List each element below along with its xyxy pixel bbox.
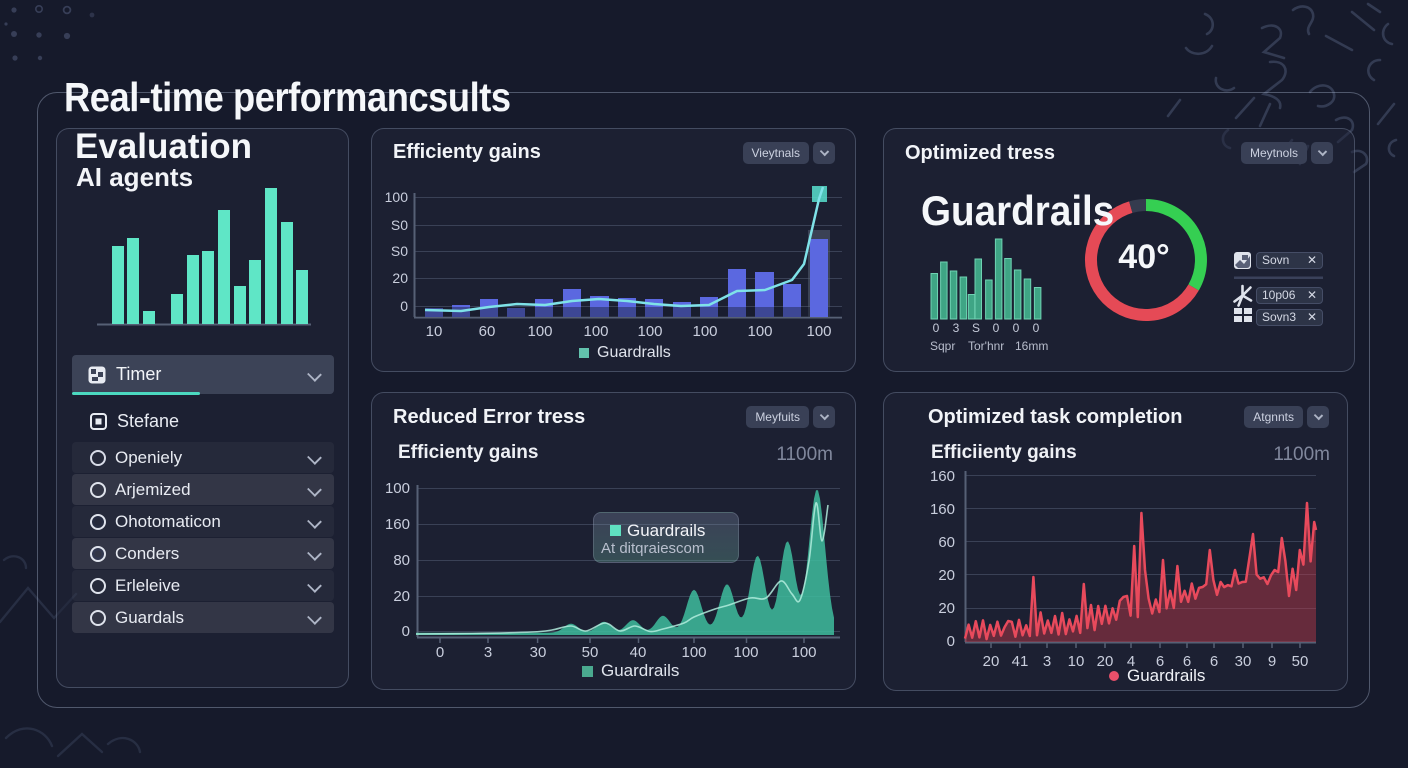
svg-text:40°: 40° xyxy=(1118,238,1169,276)
svg-text:50: 50 xyxy=(1292,653,1309,670)
svg-text:Sqpr: Sqpr xyxy=(930,339,955,353)
svg-text:100: 100 xyxy=(806,323,831,340)
svg-text:100: 100 xyxy=(681,644,706,661)
svg-text:6: 6 xyxy=(1183,653,1191,670)
svg-text:100: 100 xyxy=(747,323,772,340)
svg-text:100: 100 xyxy=(385,480,410,497)
svg-text:0: 0 xyxy=(400,298,408,314)
svg-text:3: 3 xyxy=(484,644,492,661)
svg-text:16mm: 16mm xyxy=(1015,339,1048,353)
svg-text:0: 0 xyxy=(993,321,1000,335)
svg-text:20: 20 xyxy=(393,588,410,605)
svg-text:S0: S0 xyxy=(391,243,408,259)
svg-text:10: 10 xyxy=(426,323,443,340)
svg-text:20: 20 xyxy=(983,653,1000,670)
svg-text:3: 3 xyxy=(1043,653,1051,670)
svg-text:60: 60 xyxy=(938,534,955,551)
svg-text:80: 80 xyxy=(393,552,410,569)
svg-text:100: 100 xyxy=(527,323,552,340)
svg-text:3: 3 xyxy=(953,321,960,335)
svg-text:4: 4 xyxy=(1127,653,1135,670)
svg-text:41: 41 xyxy=(1012,653,1029,670)
svg-text:6: 6 xyxy=(1156,653,1164,670)
svg-text:0: 0 xyxy=(947,633,955,650)
svg-text:20: 20 xyxy=(1097,653,1114,670)
svg-text:160: 160 xyxy=(930,468,955,485)
svg-text:160: 160 xyxy=(930,501,955,518)
svg-text:50: 50 xyxy=(582,644,599,661)
svg-text:40: 40 xyxy=(630,644,647,661)
svg-text:Tor'hnr: Tor'hnr xyxy=(968,339,1004,353)
svg-text:9: 9 xyxy=(1268,653,1276,670)
svg-text:6: 6 xyxy=(1210,653,1218,670)
svg-text:0: 0 xyxy=(436,644,444,661)
svg-text:100: 100 xyxy=(385,189,409,205)
svg-text:S: S xyxy=(972,321,980,335)
svg-text:0: 0 xyxy=(933,321,940,335)
svg-text:0: 0 xyxy=(402,623,410,640)
svg-text:100: 100 xyxy=(733,644,758,661)
svg-text:20: 20 xyxy=(392,270,408,286)
svg-text:0: 0 xyxy=(1033,321,1040,335)
svg-text:S0: S0 xyxy=(391,217,408,233)
svg-text:100: 100 xyxy=(692,323,717,340)
svg-text:20: 20 xyxy=(938,567,955,584)
svg-text:100: 100 xyxy=(637,323,662,340)
svg-text:30: 30 xyxy=(530,644,547,661)
svg-text:100: 100 xyxy=(791,644,816,661)
svg-text:0: 0 xyxy=(1013,321,1020,335)
svg-text:10: 10 xyxy=(1068,653,1085,670)
svg-text:100: 100 xyxy=(583,323,608,340)
svg-text:20: 20 xyxy=(938,600,955,617)
svg-text:30: 30 xyxy=(1235,653,1252,670)
svg-text:160: 160 xyxy=(385,516,410,533)
svg-text:60: 60 xyxy=(479,323,496,340)
